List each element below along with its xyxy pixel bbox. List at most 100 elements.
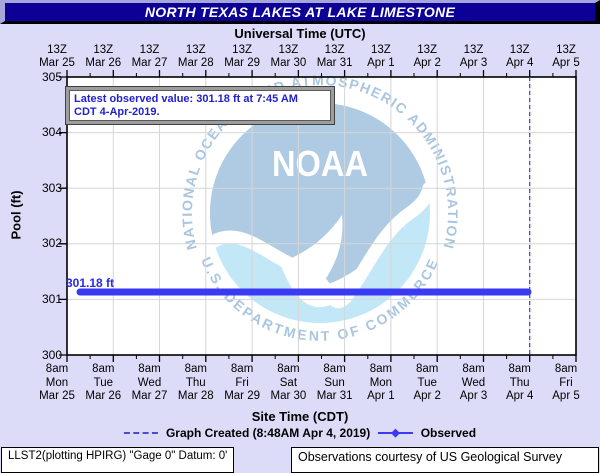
credit-text: Observations courtesy of US Geological S… — [298, 450, 563, 464]
top-axis-column: 13Z Mar 26 — [85, 44, 121, 70]
site-date-label: Mar 30 — [270, 390, 307, 402]
diamond-marker-icon: ◆ — [391, 426, 400, 439]
utc-tick-label: 13Z — [417, 44, 438, 56]
bottom-minor-ticks — [89, 355, 554, 359]
observed-value-label: 301.18 ft — [66, 276, 115, 290]
utc-tick-label: 13Z — [463, 44, 484, 56]
site-time-label: 8am — [416, 363, 439, 375]
y-tick-label: 303 — [41, 180, 62, 195]
utc-date-label: Apr 1 — [367, 57, 395, 69]
site-day-label: Tue — [417, 376, 437, 389]
graph-created-dash-sample — [123, 432, 158, 434]
title-bar: NORTH TEXAS LAKES AT LAKE LIMESTONE — [0, 0, 600, 24]
site-day-label: Wed — [461, 376, 486, 389]
site-date-label: Mar 29 — [224, 390, 260, 402]
bottom-axis-column: 8am Sat Mar 30 — [270, 363, 306, 404]
utc-date-label: Mar 31 — [316, 57, 353, 69]
legend-observed-label: Observed — [420, 426, 477, 440]
utc-date-label: Apr 3 — [459, 57, 488, 69]
bottom-axis-column: 8am Thu Mar 28 — [178, 363, 214, 404]
utc-date-label: Mar 29 — [224, 57, 260, 69]
utc-date-label: Mar 26 — [85, 57, 122, 69]
observed-line-segment — [398, 431, 413, 435]
y-tick-label: 304 — [41, 125, 62, 140]
site-time-label: 8am — [230, 363, 254, 375]
bottom-axis-column: 8am Tue Apr 2 — [413, 363, 441, 404]
utc-tick-label: 13Z — [278, 44, 299, 56]
site-date-label: Mar 28 — [177, 390, 214, 402]
annotation-line2: CDT 4-Apr-2019. — [74, 105, 160, 118]
top-axis-column: 13Z Apr 5 — [552, 44, 580, 70]
site-day-label: Fri — [559, 376, 573, 389]
site-day-label: Sat — [279, 376, 298, 389]
station-info-box: LLST2(plotting HPIRG) "Gage 0" Datum: 0' — [1, 447, 235, 473]
site-time-label: 8am — [369, 363, 393, 375]
horizontal-gridlines — [67, 132, 576, 300]
bottom-axis-title: Site Time (CDT) — [251, 409, 349, 424]
site-date-label: Apr 3 — [459, 390, 488, 402]
utc-tick-label: 13Z — [139, 44, 160, 56]
site-time-label: 8am — [138, 363, 161, 375]
utc-date-label: Apr 5 — [552, 57, 580, 69]
noaa-logo-bird-icon — [280, 215, 376, 308]
site-date-label: Mar 31 — [316, 390, 353, 402]
site-day-label: Thu — [185, 376, 206, 389]
y-tick-label: 301 — [41, 291, 62, 306]
site-time-label: 8am — [323, 363, 346, 375]
utc-tick-label: 13Z — [556, 44, 576, 56]
utc-tick-label: 13Z — [232, 44, 253, 56]
site-date-label: Apr 1 — [367, 390, 395, 402]
bottom-axis-column: 8am Fri Mar 29 — [224, 363, 260, 404]
bottom-axis-column: 8am Mon Apr 1 — [367, 363, 395, 404]
top-axis-column: 13Z Apr 1 — [367, 44, 395, 70]
utc-tick-label: 13Z — [47, 44, 67, 56]
annotation-line1: Latest observed value: 301.18 ft at 7:45… — [74, 93, 298, 105]
y-tick-label: 305 — [41, 69, 62, 84]
utc-date-label: Mar 25 — [39, 57, 75, 69]
vertical-gridlines — [112, 77, 531, 355]
site-time-label: 8am — [462, 363, 485, 375]
site-day-label: Tue — [93, 376, 113, 389]
latest-observed-annotation: Latest observed value: 301.18 ft at 7:45… — [65, 86, 335, 125]
utc-date-label: Mar 30 — [270, 57, 307, 69]
top-axis-title: Universal Time (UTC) — [234, 26, 366, 41]
left-ticks — [59, 76, 67, 356]
y-tick-label: 300 — [41, 347, 62, 362]
y-tick-label: 302 — [41, 236, 62, 251]
observed-line-segment — [378, 431, 393, 435]
bottom-axis-column: 8am Sun Mar 31 — [317, 363, 353, 404]
utc-tick-label: 13Z — [509, 44, 530, 56]
bottom-major-ticks — [66, 355, 577, 362]
station-info-text: LLST2(plotting HPIRG) "Gage 0" Datum: 0' — [8, 450, 228, 462]
site-time-label: 8am — [508, 363, 531, 375]
bottom-axis-column: 8am Wed Apr 3 — [460, 363, 488, 404]
credit-box: Observations courtesy of US Geological S… — [291, 447, 599, 473]
site-date-label: Mar 26 — [85, 390, 122, 402]
page-title: NORTH TEXAS LAKES AT LAKE LIMESTONE — [144, 4, 456, 20]
bottom-axis-column: 8am Fri Apr 5 — [552, 363, 580, 404]
top-axis-column: 13Z Apr 2 — [413, 44, 441, 70]
utc-date-label: Apr 4 — [505, 57, 534, 69]
utc-tick-label: 13Z — [93, 44, 114, 56]
utc-tick-label: 13Z — [370, 44, 391, 56]
utc-tick-label: 13Z — [324, 44, 345, 56]
site-day-label: Fri — [235, 376, 249, 389]
top-axis-column: 13Z Apr 4 — [506, 44, 534, 70]
site-date-label: Mar 25 — [39, 390, 75, 402]
site-date-label: Mar 27 — [131, 390, 168, 402]
top-axis-column: 13Z Mar 25 — [39, 44, 75, 70]
site-day-label: Thu — [509, 376, 530, 389]
site-day-label: Mon — [369, 376, 393, 389]
utc-tick-label: 13Z — [185, 44, 206, 56]
top-axis-column: 13Z Mar 31 — [317, 44, 353, 70]
site-time-label: 8am — [554, 363, 578, 375]
utc-date-label: Mar 28 — [177, 57, 214, 69]
legend: Graph Created (8:48AM Apr 4, 2019) ◆ Obs… — [123, 426, 477, 440]
site-day-label: Mon — [45, 376, 69, 389]
utc-date-label: Apr 2 — [413, 57, 441, 69]
legend-graph-created-label: Graph Created (8:48AM Apr 4, 2019) — [165, 426, 371, 440]
bottom-axis-column: 8am Mon Mar 25 — [39, 363, 75, 404]
site-time-label: 8am — [45, 363, 69, 375]
top-axis-column: 13Z Mar 29 — [224, 44, 260, 70]
